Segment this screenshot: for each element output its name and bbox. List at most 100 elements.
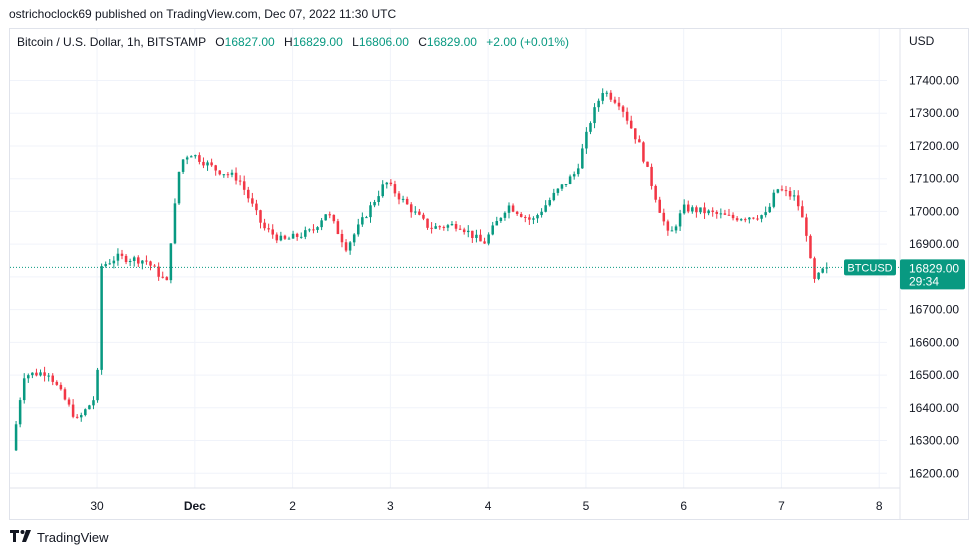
- candle-body: [324, 214, 327, 221]
- candle-body: [813, 258, 816, 279]
- candle-body: [699, 207, 702, 213]
- y-tick-label: 16700.00: [909, 303, 959, 317]
- candle-body: [47, 375, 50, 377]
- x-tick-label: Dec: [184, 499, 206, 513]
- candle-body: [132, 257, 136, 261]
- legend-close-label: C: [418, 35, 427, 49]
- candle-body: [532, 218, 535, 220]
- y-tick-label: 16200.00: [909, 466, 959, 480]
- candle-body: [88, 405, 91, 410]
- candle-body: [157, 266, 160, 277]
- x-tick-label: 7: [778, 499, 785, 513]
- candle-body: [31, 372, 34, 376]
- candle-body: [299, 236, 303, 238]
- candle-body: [414, 211, 417, 213]
- candle-body: [165, 277, 169, 281]
- candle-body: [593, 107, 596, 124]
- footer-branding[interactable]: TradingView: [10, 530, 109, 545]
- candle-body: [735, 218, 739, 221]
- candle-body: [185, 157, 189, 160]
- candle-body: [161, 276, 164, 278]
- candle-body: [373, 201, 376, 206]
- candle-body: [242, 181, 246, 190]
- candle-body: [524, 216, 527, 218]
- candle-body: [230, 172, 234, 175]
- candle-body: [519, 213, 523, 217]
- candle-body: [711, 210, 714, 212]
- candle-body: [71, 404, 75, 417]
- candle-body: [153, 265, 156, 267]
- candle-body: [511, 205, 515, 212]
- legend-low-value: 16806.00: [358, 35, 409, 49]
- candle-body: [291, 233, 295, 239]
- candle-body: [646, 161, 649, 167]
- candle-body: [63, 389, 67, 400]
- candle-body: [475, 234, 478, 238]
- candle-body: [560, 184, 564, 189]
- candle-body: [344, 242, 348, 251]
- candle-body: [426, 218, 429, 228]
- candle-body: [686, 204, 690, 212]
- candle-body: [271, 229, 274, 235]
- candle-body: [601, 93, 604, 101]
- candle-body: [821, 268, 824, 273]
- ohlc-legend: Bitcoin / U.S. Dollar, 1h, BITSTAMP O168…: [17, 35, 569, 49]
- candle-body: [658, 199, 661, 213]
- y-tick-label: 17000.00: [909, 204, 959, 218]
- candle-body: [35, 372, 38, 376]
- legend-symbol[interactable]: Bitcoin / U.S. Dollar, 1h, BITSTAMP: [17, 35, 206, 49]
- candle-body: [275, 234, 279, 241]
- candle-body: [556, 188, 560, 193]
- candle-body: [405, 198, 409, 205]
- x-tick-label: 3: [387, 499, 394, 513]
- candle-body: [202, 161, 205, 166]
- candle-body: [112, 260, 116, 264]
- candle-body: [401, 198, 405, 200]
- candle-body: [104, 264, 107, 267]
- candle-body: [79, 415, 83, 418]
- candle-body: [825, 267, 829, 269]
- candle-body: [613, 99, 617, 103]
- legend-high-label: H: [284, 35, 293, 49]
- candle-body: [617, 102, 621, 107]
- candle-body: [442, 226, 446, 228]
- candle-body: [491, 225, 494, 235]
- candle-body: [634, 128, 637, 140]
- y-tick-label: 16500.00: [909, 368, 959, 382]
- candle-body: [352, 234, 356, 243]
- candle-body: [51, 375, 55, 382]
- candle-body: [784, 190, 788, 192]
- candle-body: [173, 203, 177, 244]
- candle-body: [809, 235, 812, 259]
- legend-high-value: 16829.00: [292, 35, 343, 49]
- candle-body: [255, 203, 258, 211]
- chart-frame: [9, 28, 969, 520]
- candle-body: [764, 212, 767, 216]
- candle-body: [149, 261, 152, 266]
- candle-body: [234, 172, 238, 181]
- candle-body: [18, 400, 22, 425]
- candle-body: [581, 148, 584, 169]
- candle-body: [385, 182, 389, 185]
- candle-body: [642, 142, 645, 162]
- symbol-tag-label: BTCUSD: [847, 262, 892, 274]
- candle-body: [817, 272, 820, 279]
- candle-body: [287, 238, 291, 240]
- candle-body: [629, 120, 633, 129]
- candle-body: [377, 196, 380, 202]
- candle-body: [108, 263, 112, 265]
- tradingview-logo-icon: [10, 530, 32, 545]
- candle-body: [739, 219, 743, 221]
- candle-body: [621, 106, 625, 112]
- candle-body: [137, 257, 140, 264]
- candle-body: [678, 213, 682, 227]
- candle-body: [181, 159, 185, 172]
- candle-body: [650, 166, 653, 186]
- candle-body: [84, 409, 87, 416]
- candle-body: [731, 214, 735, 219]
- y-tick-label: 17400.00: [909, 74, 959, 88]
- candle-body: [251, 198, 254, 204]
- y-tick-label: 16600.00: [909, 335, 959, 349]
- candle-body: [238, 180, 242, 182]
